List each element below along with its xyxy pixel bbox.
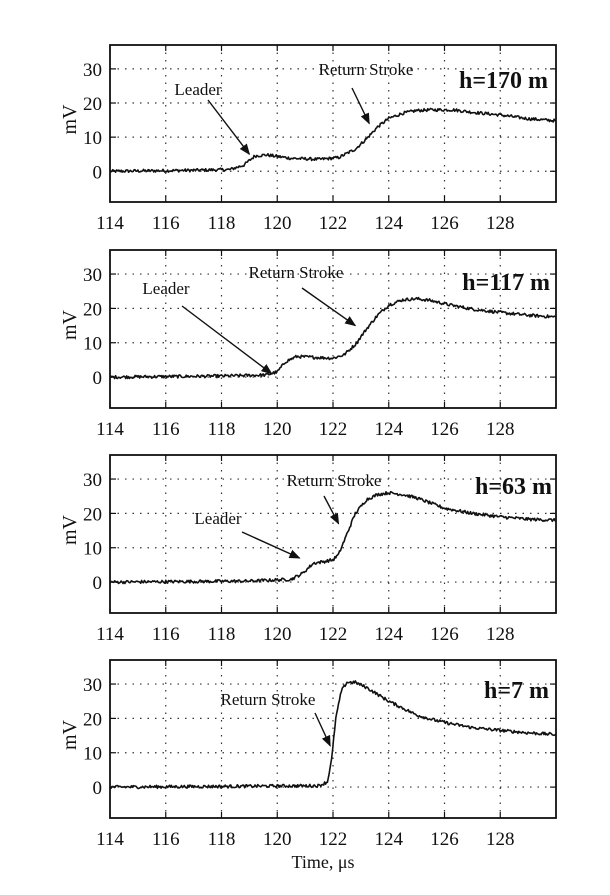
y-axis-label: mV <box>59 719 81 750</box>
y-axis-label: mV <box>59 514 81 545</box>
x-tick-label: 124 <box>375 213 404 234</box>
x-tick-label: 120 <box>263 624 292 645</box>
x-tick-label: 128 <box>486 624 515 645</box>
annotation-arrow <box>241 531 301 559</box>
y-tick-label: 10 <box>83 334 102 355</box>
y-axis-label: mV <box>59 309 81 340</box>
y-tick-label: 30 <box>83 675 102 696</box>
return-stroke-annotation: Return Stroke <box>249 263 344 282</box>
panel-1: 114 116 118 120 122 124 126 128 0 10 20 30 mV Leader R… <box>59 44 557 234</box>
annotation-arrow <box>314 712 331 747</box>
y-tick-label: 0 <box>93 368 103 389</box>
x-tick-label: 122 <box>319 213 348 234</box>
y-tick-label: 0 <box>93 778 103 799</box>
y-tick-label: 0 <box>93 573 103 594</box>
x-tick-label: 118 <box>208 419 236 440</box>
panel-3: 114 116 118 120 122 124 126 128 0 10 20 30 mV Leader R… <box>59 454 557 645</box>
x-tick-label: 126 <box>430 419 459 440</box>
x-tick-label: 128 <box>486 829 515 850</box>
height-label: h=117 m <box>462 270 550 296</box>
x-tick-label: 120 <box>263 213 292 234</box>
x-tick-label: 116 <box>152 419 180 440</box>
height-label: h=7 m <box>484 678 549 704</box>
x-tick-label: 122 <box>319 829 348 850</box>
panel-4: 114 116 118 120 122 124 126 128 0 10 20 30 mV Return … <box>59 659 557 872</box>
panel-2: 114 116 118 120 122 124 126 128 0 10 20 30 mV Leader R… <box>59 249 557 440</box>
waveform-trace <box>109 680 557 790</box>
y-tick-label: 30 <box>83 470 102 491</box>
annotation-arrow <box>323 495 340 525</box>
x-tick-label: 118 <box>208 829 236 850</box>
return-stroke-annotation: Return Stroke <box>221 690 316 709</box>
x-tick-label: 118 <box>208 213 236 234</box>
return-stroke-annotation: Return Stroke <box>287 471 382 490</box>
x-tick-label: 122 <box>319 624 348 645</box>
annotation-arrow <box>351 87 370 125</box>
y-axis-label: mV <box>59 104 81 135</box>
annotation-arrow <box>301 287 357 327</box>
x-tick-label: 114 <box>96 829 124 850</box>
waveform-trace <box>109 490 557 585</box>
x-tick-label: 120 <box>263 829 292 850</box>
x-tick-label: 124 <box>375 419 404 440</box>
x-tick-label: 114 <box>96 419 124 440</box>
y-tick-label: 10 <box>83 539 102 560</box>
leader-annotation: Leader <box>142 279 190 298</box>
annotation-arrow <box>181 305 273 375</box>
height-label: h=170 m <box>459 68 548 94</box>
x-tick-label: 128 <box>486 213 515 234</box>
y-tick-label: 0 <box>93 162 103 183</box>
x-tick-label: 116 <box>152 213 180 234</box>
y-tick-label: 20 <box>83 504 102 525</box>
y-tick-label: 20 <box>83 94 102 115</box>
x-tick-label: 114 <box>96 213 124 234</box>
annotation-arrow <box>207 99 251 156</box>
y-tick-label: 10 <box>83 128 102 149</box>
x-tick-label: 122 <box>319 419 348 440</box>
x-tick-label: 124 <box>375 624 404 645</box>
y-tick-label: 20 <box>83 299 102 320</box>
x-tick-label: 120 <box>263 419 292 440</box>
x-tick-label: 116 <box>152 624 180 645</box>
x-tick-label: 118 <box>208 624 236 645</box>
y-tick-label: 30 <box>83 265 102 286</box>
x-tick-label: 124 <box>375 829 404 850</box>
x-axis-label: Time, μs <box>291 852 354 872</box>
height-label: h=63 m <box>475 474 552 500</box>
x-tick-label: 114 <box>96 624 124 645</box>
y-tick-label: 20 <box>83 709 102 730</box>
x-tick-label: 128 <box>486 419 515 440</box>
x-tick-label: 126 <box>430 213 459 234</box>
y-tick-label: 10 <box>83 744 102 765</box>
y-tick-label: 30 <box>83 60 102 81</box>
leader-annotation: Leader <box>174 80 222 99</box>
x-tick-label: 116 <box>152 829 180 850</box>
x-tick-label: 126 <box>430 829 459 850</box>
waveform-trace <box>109 107 557 173</box>
waveform-trace <box>109 296 557 380</box>
leader-annotation: Leader <box>194 509 242 528</box>
return-stroke-annotation: Return Stroke <box>319 60 414 79</box>
x-tick-label: 126 <box>430 624 459 645</box>
